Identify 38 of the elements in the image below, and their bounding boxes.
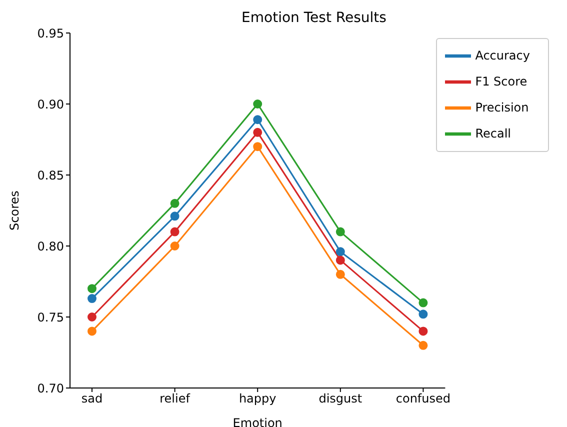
point <box>336 256 345 265</box>
legend-label: Accuracy <box>475 48 530 62</box>
point <box>253 115 262 124</box>
x-tick-label: disgust <box>318 392 362 406</box>
y-tick-label: 0.90 <box>37 97 64 112</box>
point <box>336 247 345 256</box>
y-tick-label: 0.75 <box>37 310 64 324</box>
x-axis-title: Emotion <box>232 416 282 427</box>
chart-title: Emotion Test Results <box>242 10 386 26</box>
x-tick-label: happy <box>238 392 276 406</box>
point <box>253 142 262 152</box>
point <box>418 310 428 319</box>
point <box>88 294 96 304</box>
point <box>253 100 262 108</box>
y-tick-label: 0.85 <box>37 168 64 182</box>
point <box>418 340 428 350</box>
point <box>336 227 345 236</box>
x-tick-label: sad <box>81 392 103 406</box>
point <box>170 198 180 208</box>
legend-label: F1 Score <box>475 74 528 88</box>
point <box>418 326 428 336</box>
legend-label: Precision <box>475 100 529 114</box>
point <box>88 284 96 294</box>
y-tick-label: 0.70 <box>37 381 64 396</box>
point <box>253 128 262 137</box>
y-axis-title: Scores <box>7 190 22 230</box>
y-tick-label: 0.80 <box>37 239 64 254</box>
x-tick-label: relief <box>160 392 191 406</box>
point <box>418 298 428 308</box>
point <box>170 227 180 236</box>
legend-label: Recall <box>475 126 512 140</box>
point <box>88 312 96 322</box>
point <box>170 242 180 250</box>
point <box>88 326 96 336</box>
x-tick-label: confused <box>396 392 451 406</box>
point <box>170 212 180 221</box>
point <box>336 270 345 279</box>
y-tick-label: 0.95 <box>37 26 64 40</box>
